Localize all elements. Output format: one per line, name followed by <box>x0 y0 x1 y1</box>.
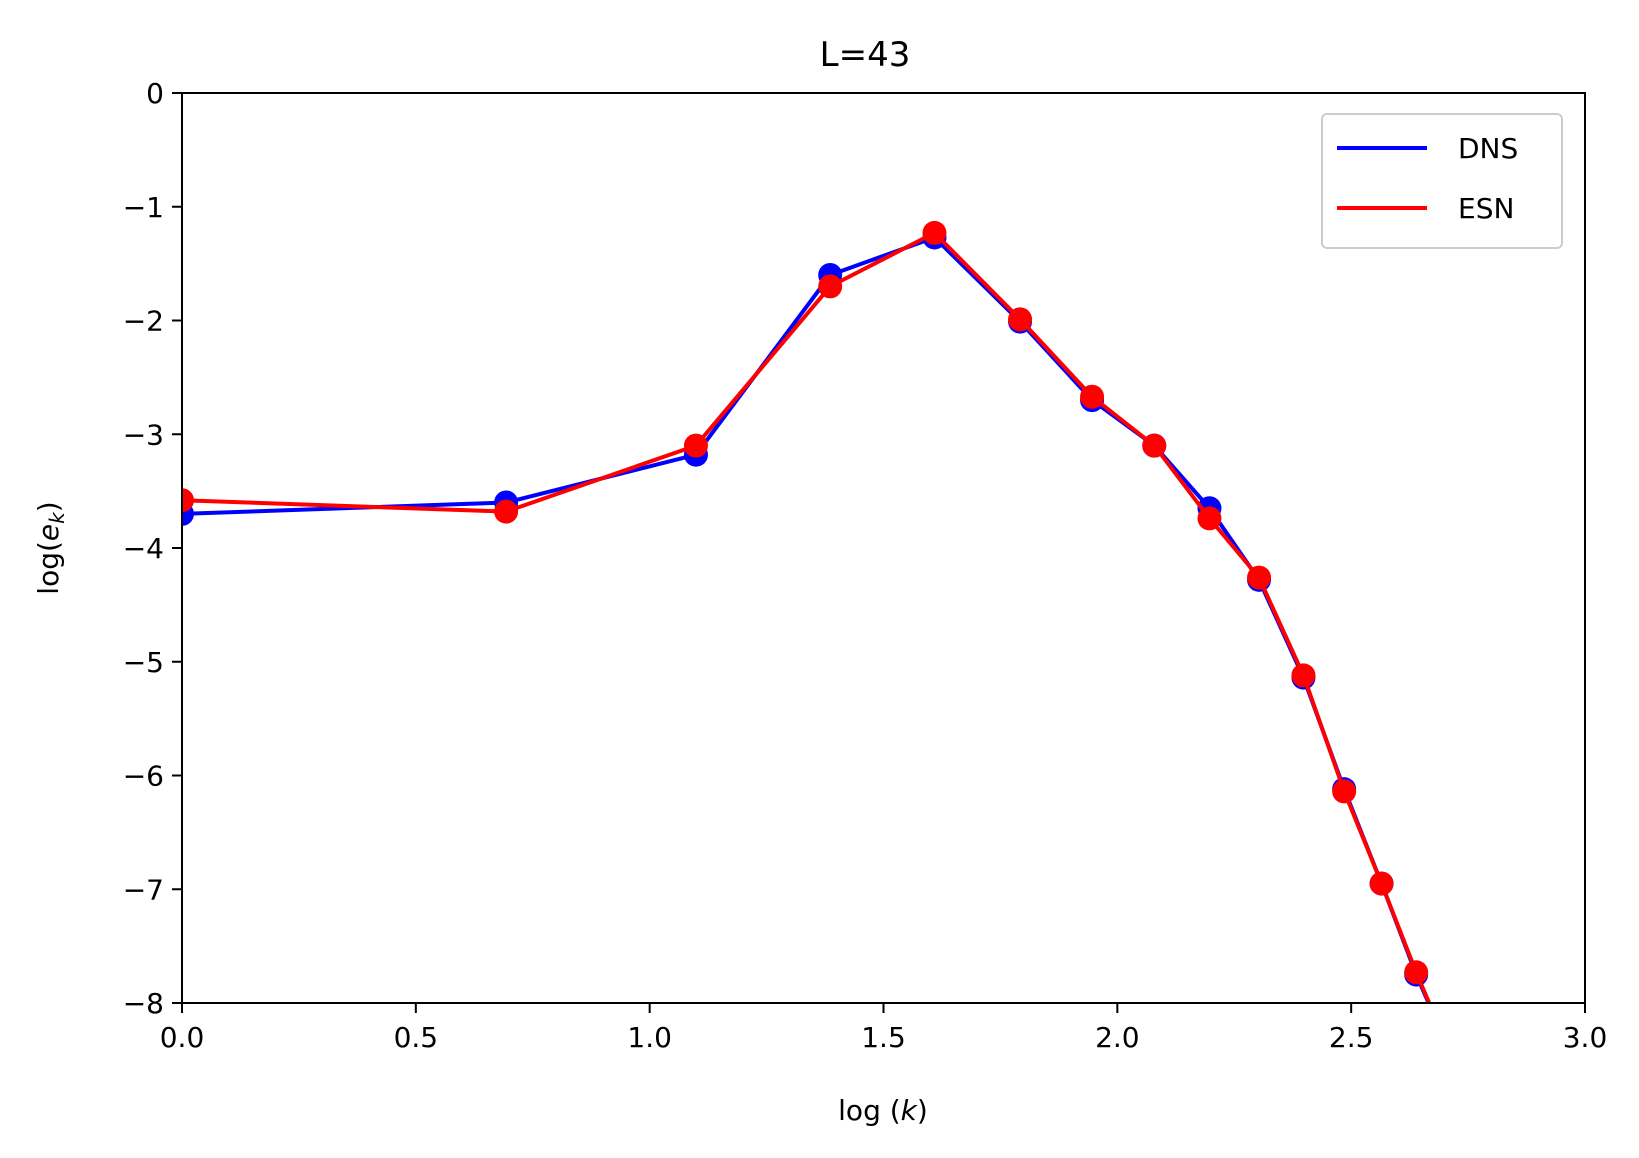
y-tick-label: −2 <box>123 305 164 338</box>
data-point-esn <box>1008 307 1033 332</box>
y-axis-label-sub: k <box>45 511 69 524</box>
y-tick-label: −7 <box>123 873 164 906</box>
x-axis-label-var: k <box>901 1094 919 1127</box>
data-point-dns <box>1436 1037 1460 1061</box>
x-tick-label: 1.0 <box>627 1021 672 1054</box>
x-axis-label: log (k) <box>838 1094 928 1127</box>
x-axis: 0.0 0.5 1.0 1.5 2.0 2.5 3.0 <box>160 1003 1608 1054</box>
x-axis-label-prefix: log ( <box>838 1094 901 1127</box>
y-axis-label-var: e <box>32 524 65 541</box>
data-point-esn <box>1142 433 1167 458</box>
data-point-esn <box>1332 779 1357 804</box>
series-line-dns <box>182 235 1431 1003</box>
x-tick-label: 2.5 <box>1329 1021 1374 1054</box>
y-tick-label: −3 <box>123 418 164 451</box>
data-point-esn <box>922 220 947 245</box>
y-tick-label: −4 <box>123 532 164 565</box>
x-tick-label: 1.5 <box>861 1021 906 1054</box>
data-point-esn <box>683 433 708 458</box>
y-axis: 0 −1 −2 −3 −4 −5 −6 −7 −8 <box>123 77 182 1020</box>
x-tick-label: 0.5 <box>394 1021 439 1054</box>
y-tick-label: −6 <box>123 760 164 793</box>
y-tick-label: −8 <box>123 987 164 1020</box>
x-axis-label-suffix: ) <box>917 1094 928 1127</box>
legend-label-esn: ESN <box>1458 192 1514 225</box>
y-tick-label: 0 <box>146 77 164 110</box>
series-esn <box>182 220 1460 1061</box>
y-axis-label-prefix: log( <box>32 541 65 595</box>
x-tick-label: 2.0 <box>1095 1021 1140 1054</box>
data-point-esn <box>1404 960 1429 985</box>
data-point-esn <box>1247 565 1272 590</box>
y-tick-label: −5 <box>123 646 164 679</box>
x-tick-label: 3.0 <box>1563 1021 1608 1054</box>
data-point-esn <box>1291 663 1316 688</box>
data-point-esn <box>818 274 843 299</box>
data-point-esn <box>1197 506 1222 531</box>
y-tick-label: −1 <box>123 191 164 224</box>
series-line-esn <box>182 230 1432 1003</box>
y-axis-label: log(ek) <box>32 501 69 594</box>
data-point-esn <box>1080 384 1105 409</box>
legend: DNS ESN <box>1321 113 1563 249</box>
series-layer <box>182 220 1460 1061</box>
legend-box <box>1321 113 1563 249</box>
data-point-esn <box>1436 1037 1460 1061</box>
data-point-esn <box>182 488 194 513</box>
chart-title: L=43 <box>820 35 911 75</box>
data-point-esn <box>494 499 519 524</box>
legend-label-dns: DNS <box>1458 132 1518 165</box>
data-point-esn <box>1369 871 1394 896</box>
series-dns <box>182 225 1460 1061</box>
x-tick-label: 0.0 <box>160 1021 205 1054</box>
y-axis-label-suffix: ) <box>32 501 65 512</box>
